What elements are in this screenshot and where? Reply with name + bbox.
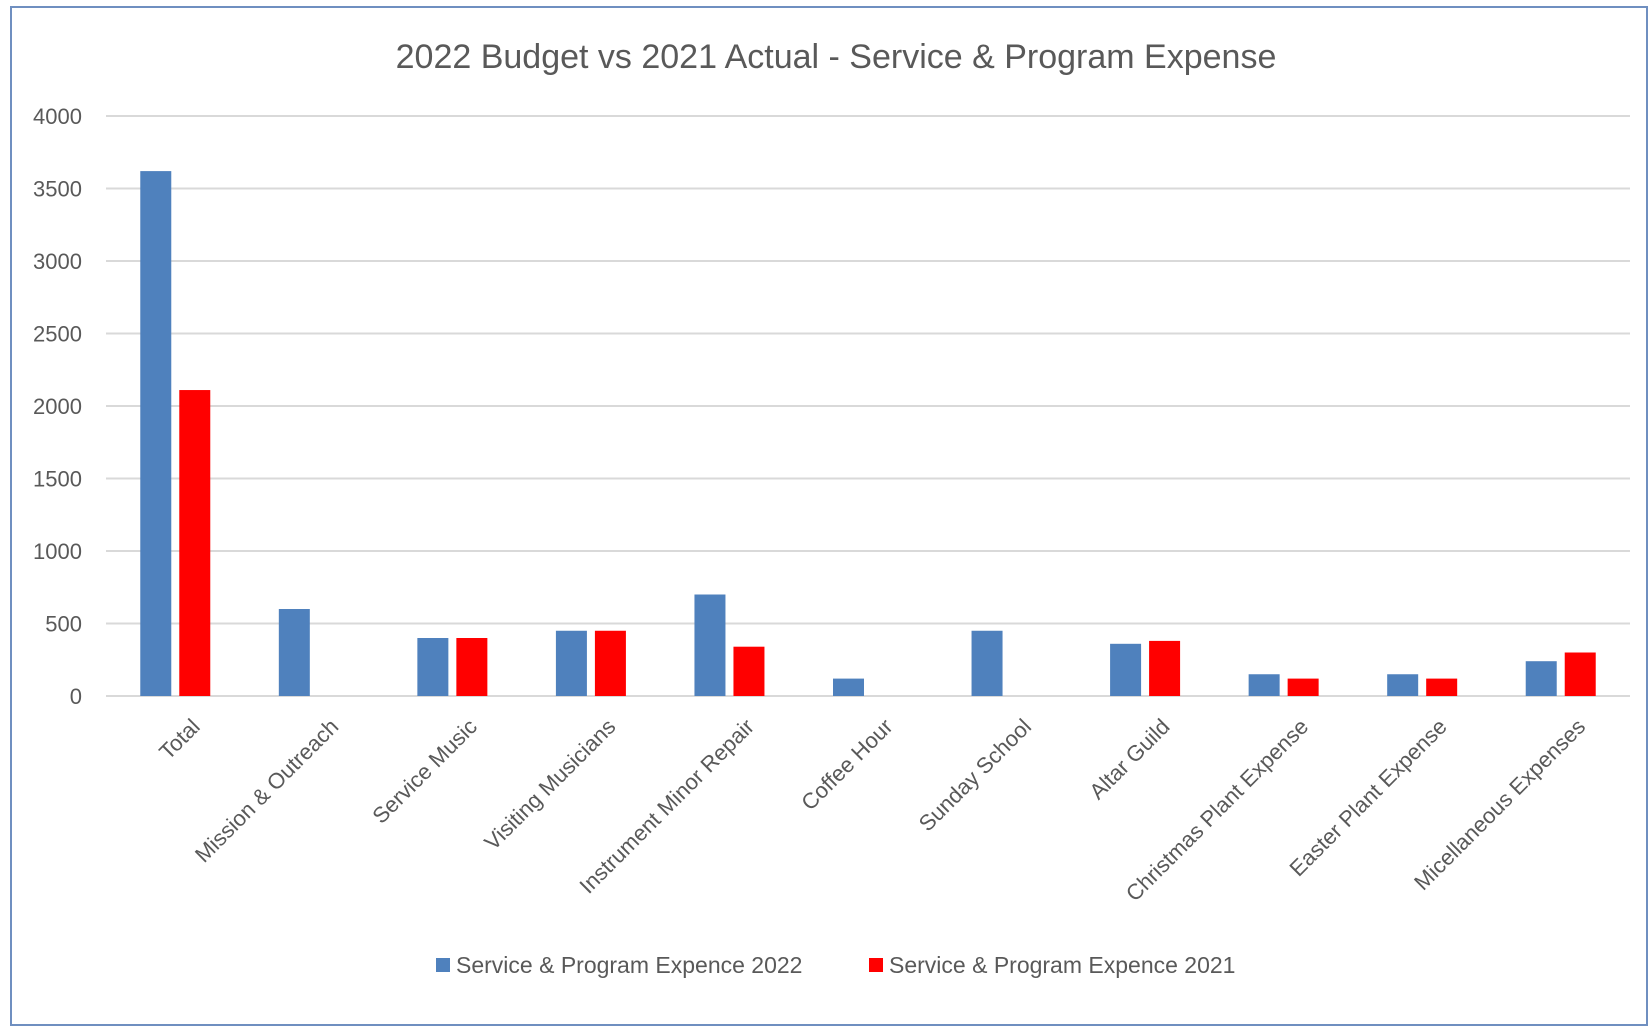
y-tick-label: 2500 bbox=[33, 322, 82, 347]
y-tick-label: 2000 bbox=[33, 394, 82, 419]
legend-label-2: Service & Program Expence 2021 bbox=[889, 952, 1235, 978]
bar-series1-0 bbox=[140, 171, 172, 697]
y-axis-ticks: 0 500 1000 1500 2000 2500 3000 3500 4000 bbox=[33, 104, 82, 709]
bar-series1-1 bbox=[278, 609, 310, 696]
x-category-label: Total bbox=[154, 714, 205, 765]
x-category-label: Easter Plant Expense bbox=[1284, 714, 1451, 881]
y-tick-label: 1000 bbox=[33, 539, 82, 564]
y-tick-label: 3000 bbox=[33, 249, 82, 274]
x-category-label: Service Music bbox=[367, 714, 481, 828]
bar-series1-6 bbox=[971, 630, 1003, 696]
legend-swatch-2 bbox=[869, 958, 883, 972]
y-tick-label: 1500 bbox=[33, 467, 82, 492]
chart-frame bbox=[10, 6, 1648, 1026]
bar-series1-2 bbox=[417, 638, 449, 696]
bar-series2-10 bbox=[1564, 652, 1596, 696]
chart-title: 2022 Budget vs 2021 Actual - Service & P… bbox=[396, 38, 1277, 76]
bar-series1-7 bbox=[1110, 643, 1142, 696]
x-category-label: Mission & Outreach bbox=[190, 714, 343, 867]
bar-series2-7 bbox=[1149, 640, 1181, 696]
grid-lines bbox=[106, 115, 1630, 697]
bar-series1-4 bbox=[694, 594, 726, 696]
bar-series1-3 bbox=[555, 630, 587, 696]
bars bbox=[140, 171, 1596, 697]
y-tick-label: 4000 bbox=[33, 104, 82, 129]
bar-series2-4 bbox=[733, 646, 765, 696]
x-category-label: Sunday School bbox=[914, 714, 1036, 836]
legend-swatch-1 bbox=[436, 958, 450, 972]
bar-series2-8 bbox=[1287, 678, 1319, 696]
bar-series1-5 bbox=[833, 678, 864, 696]
bar-series2-2 bbox=[456, 638, 488, 696]
bar-series1-8 bbox=[1248, 674, 1280, 696]
bar-series2-0 bbox=[179, 390, 211, 696]
bar-series1-9 bbox=[1387, 674, 1419, 696]
x-category-label: Altar Guild bbox=[1084, 714, 1174, 804]
legend-label-1: Service & Program Expence 2022 bbox=[456, 952, 802, 978]
y-tick-label: 0 bbox=[70, 684, 82, 709]
legend: Service & Program Expence 2022 Service & … bbox=[436, 952, 1235, 978]
bar-series2-9 bbox=[1426, 678, 1458, 696]
bar-chart: 2022 Budget vs 2021 Actual - Service & P… bbox=[33, 38, 1630, 978]
y-tick-label: 3500 bbox=[33, 177, 82, 202]
x-category-label: Visiting Musicians bbox=[479, 714, 620, 855]
bar-series1-10 bbox=[1525, 661, 1557, 696]
bar-series2-3 bbox=[594, 630, 626, 696]
y-tick-label: 500 bbox=[45, 612, 82, 637]
x-category-label: Coffee Hour bbox=[796, 714, 897, 815]
